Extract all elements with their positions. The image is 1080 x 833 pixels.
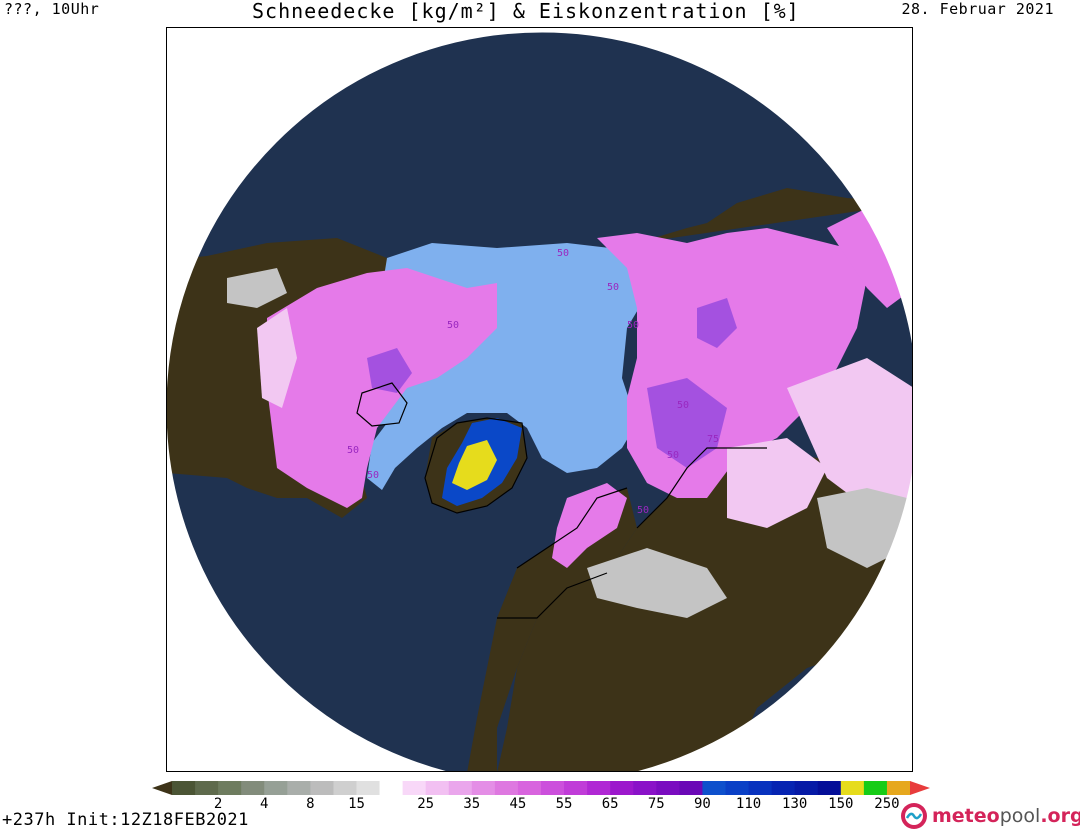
scale-cell xyxy=(172,781,196,795)
scale-tick-label: 250 xyxy=(874,796,900,812)
scale-tick-label: 55 xyxy=(555,796,573,812)
scale-cell xyxy=(402,781,427,795)
snow-deep-urals xyxy=(697,298,737,348)
coastlines xyxy=(356,382,767,619)
scale-cell xyxy=(494,781,519,795)
contour-label: 50 xyxy=(557,248,569,259)
scale-cell xyxy=(310,781,334,795)
scale-tick-label: 150 xyxy=(828,796,854,812)
scale-cell xyxy=(633,781,657,795)
scale-cell xyxy=(564,781,588,795)
scale-cell xyxy=(610,781,634,795)
scale-cell xyxy=(771,781,796,795)
snow-thin-alaska xyxy=(227,268,287,308)
scale-cell xyxy=(886,781,911,795)
scale-cell xyxy=(425,781,450,795)
scale-cell xyxy=(218,781,242,795)
scale-cell xyxy=(195,781,219,795)
contour-label: 50 xyxy=(627,320,639,331)
scale-cell xyxy=(725,781,750,795)
scale-cell xyxy=(748,781,773,795)
scale-right-arrow xyxy=(910,781,930,795)
scale-tick-label: 75 xyxy=(647,796,665,812)
contour-label: 50 xyxy=(637,505,649,516)
contour-label: 50 xyxy=(677,400,689,411)
snow-light-russia xyxy=(727,438,827,528)
scale-cell xyxy=(863,781,888,795)
scale-tick-label: 8 xyxy=(306,796,315,812)
scale-cell xyxy=(541,781,565,795)
scale-tick-label: 2 xyxy=(213,796,223,812)
contour-label: 50 xyxy=(367,470,379,481)
scale-cell xyxy=(264,781,288,795)
scale-tick-label: 35 xyxy=(463,796,481,812)
contour-label: 50 xyxy=(347,445,359,456)
scale-cell xyxy=(333,781,357,795)
scale-cell xyxy=(656,781,680,795)
scale-cell xyxy=(241,781,265,795)
scale-cell xyxy=(379,781,404,795)
scale-cell xyxy=(587,781,611,795)
scale-left-arrow xyxy=(152,781,172,795)
scale-cell xyxy=(517,781,542,795)
color-scale xyxy=(152,781,930,795)
contour-label: 50 xyxy=(607,282,619,293)
scale-cell xyxy=(679,781,703,795)
scale-cell xyxy=(448,781,473,795)
scale-tick-label: 90 xyxy=(694,796,711,812)
forecast-date: 28. Februar 2021 xyxy=(901,0,1054,18)
contour-label: 75 xyxy=(707,434,719,445)
meteopool-logo-icon xyxy=(901,803,927,829)
map-frame[interactable]: 50 50 50 50 50 50 50 75 50 50 xyxy=(166,27,913,772)
brand-name: meteopool.org xyxy=(932,805,1080,827)
scale-cell xyxy=(702,781,726,795)
valid-time: ???, 10Uhr xyxy=(4,0,100,18)
scale-cell xyxy=(471,781,496,795)
scale-tick-label: 4 xyxy=(260,796,269,812)
scale-cell xyxy=(356,781,381,795)
scale-tick-label: 65 xyxy=(601,796,619,812)
scale-tick-label: 15 xyxy=(348,796,365,812)
polar-map: 50 50 50 50 50 50 50 75 50 50 xyxy=(167,31,912,771)
scale-tick-label: 130 xyxy=(782,796,808,812)
snow-thin-asia xyxy=(817,488,907,568)
europe-land xyxy=(467,488,637,771)
contour-label: 50 xyxy=(667,450,679,461)
snow-deep-siberia xyxy=(647,378,727,468)
snow-scandinavia xyxy=(552,483,627,568)
run-info: +237h Init:12Z18FEB2021 xyxy=(2,810,249,830)
contour-label: 50 xyxy=(447,320,459,331)
scale-tick-label: 25 xyxy=(417,796,435,812)
scale-tick-label: 45 xyxy=(509,796,527,812)
scale-cell xyxy=(817,781,842,795)
snow-thin-europe xyxy=(587,548,727,618)
map-title: Schneedecke [kg/m²] & Eiskonzentration [… xyxy=(252,0,800,23)
greenland-very-deep-snow xyxy=(452,440,497,490)
brand[interactable]: meteopool.org xyxy=(900,800,1080,832)
scale-tick-label: 110 xyxy=(735,796,762,812)
scale-cell xyxy=(840,781,865,795)
snow-light-canada xyxy=(257,308,297,408)
scale-cell xyxy=(287,781,311,795)
snow-light-mongolia xyxy=(787,358,912,508)
scale-cell xyxy=(794,781,819,795)
contour-labels: 50 50 50 50 50 50 50 75 50 50 xyxy=(347,248,719,516)
snow-deep-canada xyxy=(367,348,412,393)
